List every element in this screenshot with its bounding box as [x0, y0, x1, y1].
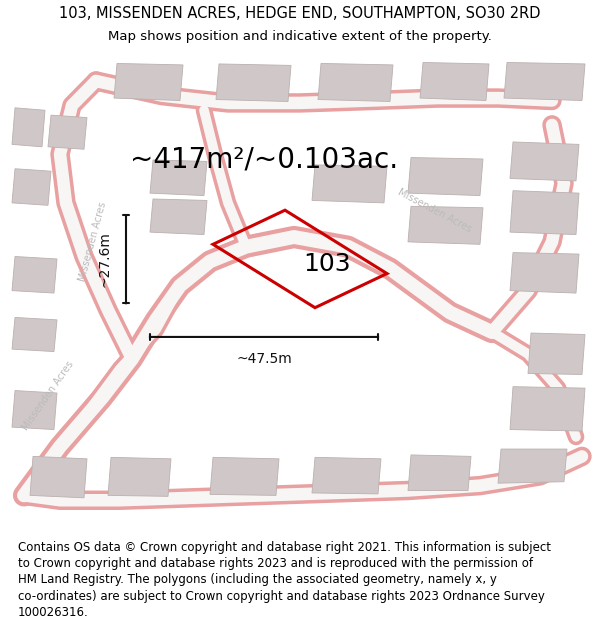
Polygon shape [318, 64, 393, 101]
Text: ~27.6m: ~27.6m [97, 231, 111, 288]
Polygon shape [408, 455, 471, 491]
Text: 103, MISSENDEN ACRES, HEDGE END, SOUTHAMPTON, SO30 2RD: 103, MISSENDEN ACRES, HEDGE END, SOUTHAM… [59, 6, 541, 21]
Polygon shape [12, 256, 57, 293]
Polygon shape [108, 458, 171, 496]
Text: Missenden Acres: Missenden Acres [77, 201, 109, 282]
Polygon shape [210, 458, 279, 496]
Polygon shape [12, 107, 45, 147]
Polygon shape [510, 387, 585, 431]
Polygon shape [510, 253, 579, 293]
Polygon shape [528, 333, 585, 374]
Polygon shape [504, 62, 585, 101]
Polygon shape [408, 206, 483, 244]
Polygon shape [12, 391, 57, 429]
Polygon shape [420, 62, 489, 101]
Text: Missenden Acres: Missenden Acres [397, 186, 473, 234]
Polygon shape [510, 191, 579, 234]
Text: 103: 103 [303, 252, 351, 276]
Polygon shape [48, 115, 87, 149]
Text: Missenden Acres: Missenden Acres [20, 359, 76, 432]
Polygon shape [150, 199, 207, 234]
Polygon shape [312, 458, 381, 494]
Text: co-ordinates) are subject to Crown copyright and database rights 2023 Ordnance S: co-ordinates) are subject to Crown copyr… [18, 589, 545, 602]
Polygon shape [30, 456, 87, 498]
Polygon shape [312, 165, 387, 203]
Text: ~47.5m: ~47.5m [236, 351, 292, 366]
Polygon shape [498, 449, 567, 483]
Polygon shape [114, 64, 183, 101]
Polygon shape [510, 142, 579, 181]
Text: HM Land Registry. The polygons (including the associated geometry, namely x, y: HM Land Registry. The polygons (includin… [18, 573, 497, 586]
Text: Map shows position and indicative extent of the property.: Map shows position and indicative extent… [108, 30, 492, 43]
Text: 100026316.: 100026316. [18, 606, 89, 619]
Polygon shape [12, 169, 51, 205]
Polygon shape [150, 160, 207, 196]
Text: Contains OS data © Crown copyright and database right 2021. This information is : Contains OS data © Crown copyright and d… [18, 541, 551, 554]
Polygon shape [408, 158, 483, 196]
Text: ~417m²/~0.103ac.: ~417m²/~0.103ac. [130, 145, 398, 173]
Polygon shape [216, 64, 291, 101]
Polygon shape [12, 318, 57, 351]
Text: to Crown copyright and database rights 2023 and is reproduced with the permissio: to Crown copyright and database rights 2… [18, 557, 533, 570]
